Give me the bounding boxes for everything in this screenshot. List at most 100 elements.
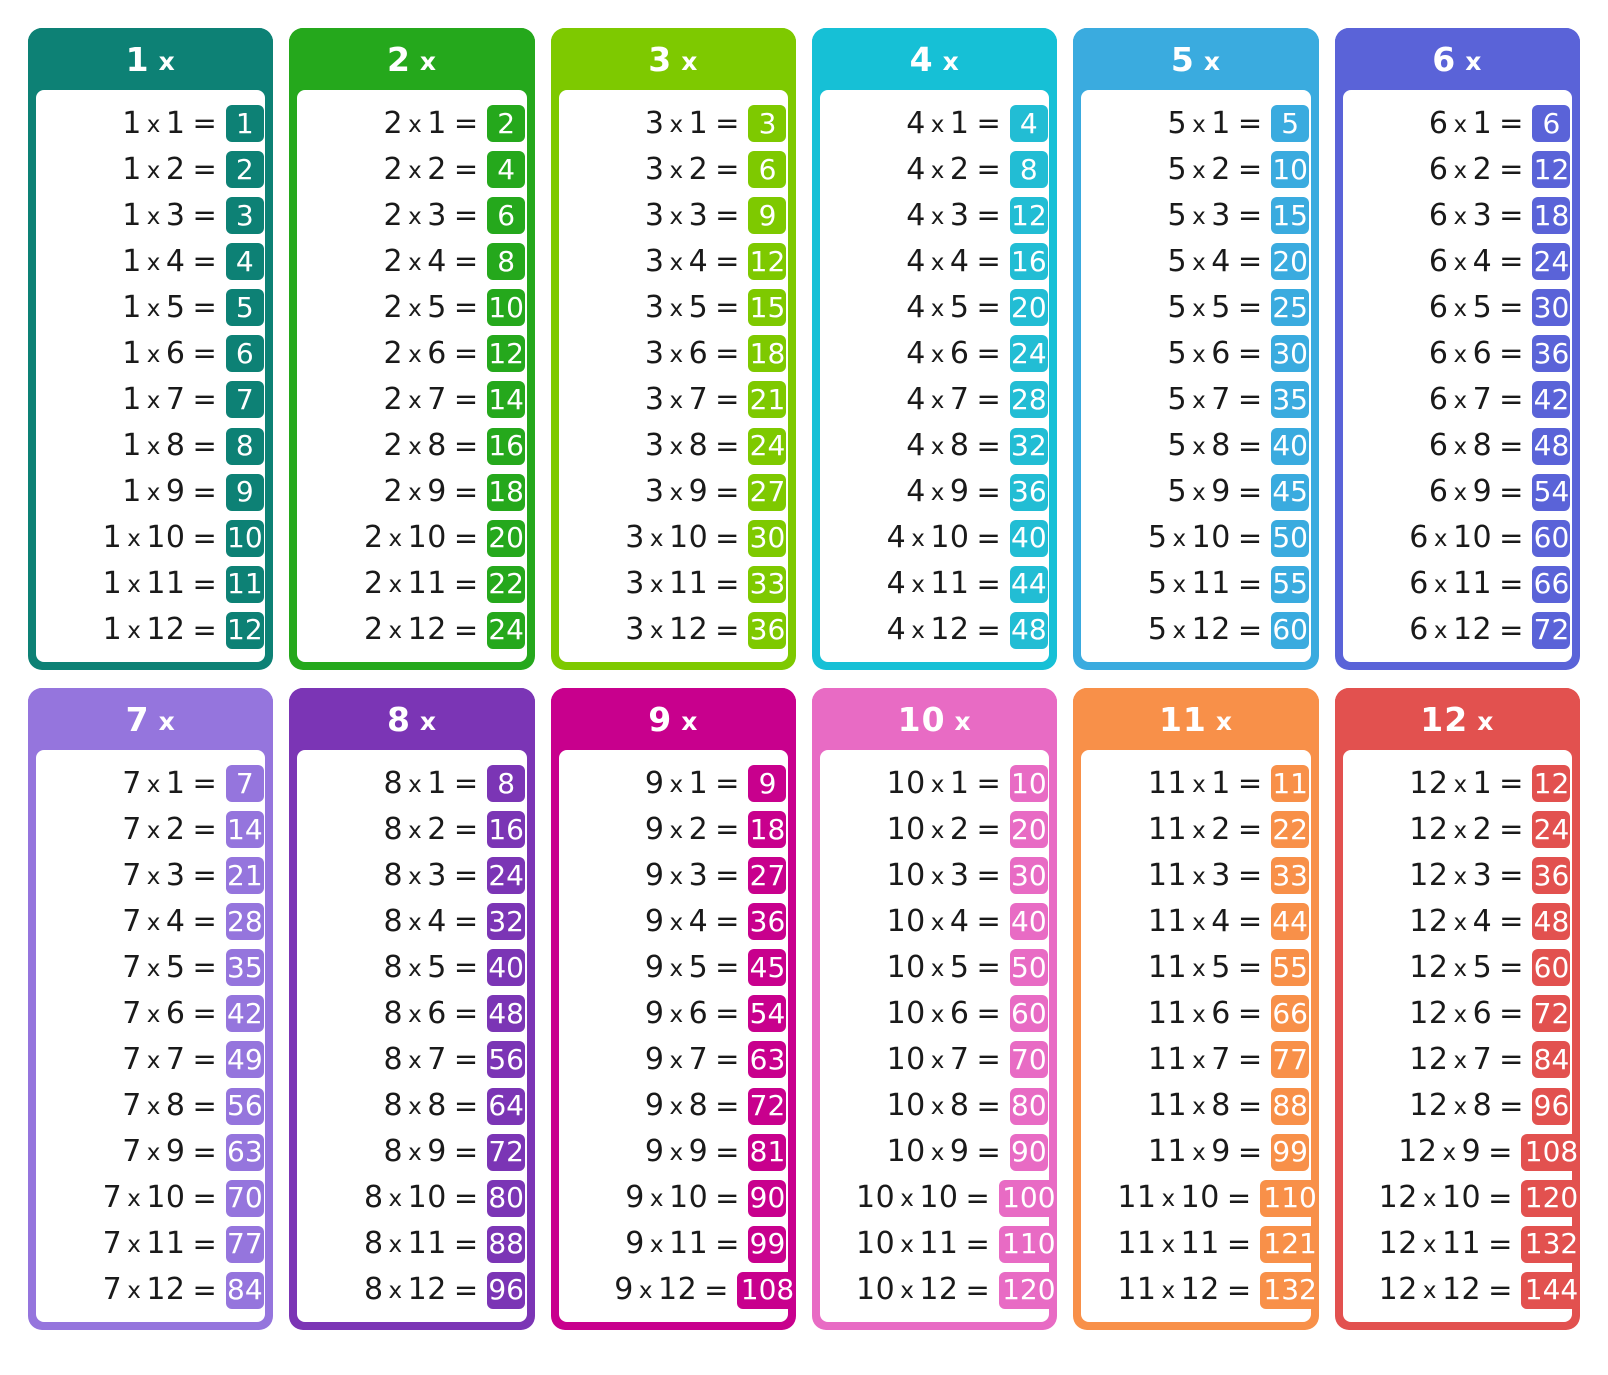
equation-row[interactable]: 6 x 4 = 24 (1343, 243, 1572, 281)
equation-row[interactable]: 11 x 10 = 110 (1081, 1179, 1319, 1217)
equation-row[interactable]: 9 x 6 = 54 (559, 995, 788, 1033)
equation-row[interactable]: 1 x 7 = 7 (36, 381, 265, 419)
equation-row[interactable]: 7 x 12 = 84 (36, 1271, 265, 1309)
equation-row[interactable]: 3 x 5 = 15 (559, 289, 788, 327)
equation-row[interactable]: 12 x 4 = 48 (1343, 903, 1572, 941)
equation-row[interactable]: 6 x 2 = 12 (1343, 151, 1572, 189)
equation-row[interactable]: 11 x 11 = 121 (1081, 1225, 1319, 1263)
equation-row[interactable]: 6 x 5 = 30 (1343, 289, 1572, 327)
equation-row[interactable]: 5 x 9 = 45 (1081, 473, 1310, 511)
equation-row[interactable]: 6 x 1 = 6 (1343, 105, 1572, 143)
equation-row[interactable]: 2 x 6 = 12 (297, 335, 526, 373)
equation-row[interactable]: 10 x 2 = 20 (820, 811, 1049, 849)
equation-row[interactable]: 2 x 10 = 20 (297, 519, 526, 557)
equation-row[interactable]: 1 x 6 = 6 (36, 335, 265, 373)
equation-row[interactable]: 10 x 12 = 120 (820, 1271, 1058, 1309)
equation-row[interactable]: 5 x 4 = 20 (1081, 243, 1310, 281)
equation-row[interactable]: 12 x 11 = 132 (1343, 1225, 1580, 1263)
equation-row[interactable]: 8 x 5 = 40 (297, 949, 526, 987)
equation-row[interactable]: 9 x 8 = 72 (559, 1087, 788, 1125)
equation-row[interactable]: 5 x 7 = 35 (1081, 381, 1310, 419)
equation-row[interactable]: 1 x 1 = 1 (36, 105, 265, 143)
table-card-2x[interactable]: 2 x 2 x 1 = 2 2 x 2 = 4 2 x 3 = 6 2 x 4 = 8 2 x 5 = 10 2 x 6 = 12 2 x 7 = 14… (289, 28, 535, 670)
equation-row[interactable]: 11 x 1 = 11 (1081, 765, 1310, 803)
equation-row[interactable]: 2 x 3 = 6 (297, 197, 526, 235)
equation-row[interactable]: 6 x 8 = 48 (1343, 427, 1572, 465)
equation-row[interactable]: 10 x 7 = 70 (820, 1041, 1049, 1079)
equation-row[interactable]: 10 x 8 = 80 (820, 1087, 1049, 1125)
equation-row[interactable]: 8 x 8 = 64 (297, 1087, 526, 1125)
equation-row[interactable]: 4 x 11 = 44 (820, 565, 1049, 603)
equation-row[interactable]: 6 x 3 = 18 (1343, 197, 1572, 235)
equation-row[interactable]: 9 x 7 = 63 (559, 1041, 788, 1079)
equation-row[interactable]: 2 x 2 = 4 (297, 151, 526, 189)
equation-row[interactable]: 8 x 6 = 48 (297, 995, 526, 1033)
equation-row[interactable]: 11 x 3 = 33 (1081, 857, 1310, 895)
equation-row[interactable]: 4 x 8 = 32 (820, 427, 1049, 465)
equation-row[interactable]: 12 x 5 = 60 (1343, 949, 1572, 987)
equation-row[interactable]: 5 x 5 = 25 (1081, 289, 1310, 327)
equation-row[interactable]: 7 x 6 = 42 (36, 995, 265, 1033)
equation-row[interactable]: 3 x 7 = 21 (559, 381, 788, 419)
equation-row[interactable]: 7 x 5 = 35 (36, 949, 265, 987)
equation-row[interactable]: 9 x 12 = 108 (559, 1271, 796, 1309)
equation-row[interactable]: 2 x 9 = 18 (297, 473, 526, 511)
equation-row[interactable]: 11 x 2 = 22 (1081, 811, 1310, 849)
equation-row[interactable]: 3 x 2 = 6 (559, 151, 788, 189)
equation-row[interactable]: 4 x 5 = 20 (820, 289, 1049, 327)
equation-row[interactable]: 4 x 12 = 48 (820, 611, 1049, 649)
table-card-6x[interactable]: 6 x 6 x 1 = 6 6 x 2 = 12 6 x 3 = 18 6 x 4 = 24 6 x 5 = 30 6 x 6 = 36 6 x 7… (1334, 28, 1580, 670)
equation-row[interactable]: 11 x 4 = 44 (1081, 903, 1310, 941)
equation-row[interactable]: 2 x 5 = 10 (297, 289, 526, 327)
equation-row[interactable]: 10 x 6 = 60 (820, 995, 1049, 1033)
table-card-12x[interactable]: 12 x 12 x 1 = 12 12 x 2 = 24 12 x 3 = 36 12 x 4 = 48 12 x 5 = 60 12… (1334, 688, 1580, 1330)
equation-row[interactable]: 3 x 8 = 24 (559, 427, 788, 465)
equation-row[interactable]: 6 x 11 = 66 (1343, 565, 1572, 603)
equation-row[interactable]: 9 x 1 = 9 (559, 765, 788, 803)
equation-row[interactable]: 5 x 3 = 15 (1081, 197, 1310, 235)
equation-row[interactable]: 10 x 3 = 30 (820, 857, 1049, 895)
equation-row[interactable]: 3 x 4 = 12 (559, 243, 788, 281)
equation-row[interactable]: 8 x 7 = 56 (297, 1041, 526, 1079)
equation-row[interactable]: 2 x 12 = 24 (297, 611, 526, 649)
equation-row[interactable]: 5 x 12 = 60 (1081, 611, 1310, 649)
equation-row[interactable]: 10 x 10 = 100 (820, 1179, 1058, 1217)
equation-row[interactable]: 11 x 9 = 99 (1081, 1133, 1310, 1171)
equation-row[interactable]: 10 x 5 = 50 (820, 949, 1049, 987)
equation-row[interactable]: 9 x 11 = 99 (559, 1225, 788, 1263)
equation-row[interactable]: 5 x 10 = 50 (1081, 519, 1310, 557)
equation-row[interactable]: 5 x 8 = 40 (1081, 427, 1310, 465)
table-card-10x[interactable]: 10 x 10 x 1 = 10 10 x 2 = 20 10 x 3 = 30 10 x 4 = 40 10 x 5 = 50 10… (811, 688, 1058, 1330)
equation-row[interactable]: 6 x 7 = 42 (1343, 381, 1572, 419)
equation-row[interactable]: 1 x 3 = 3 (36, 197, 265, 235)
equation-row[interactable]: 10 x 1 = 10 (820, 765, 1049, 803)
equation-row[interactable]: 1 x 11 = 11 (36, 565, 265, 603)
equation-row[interactable]: 12 x 8 = 96 (1343, 1087, 1572, 1125)
equation-row[interactable]: 1 x 5 = 5 (36, 289, 265, 327)
equation-row[interactable]: 4 x 6 = 24 (820, 335, 1049, 373)
equation-row[interactable]: 5 x 11 = 55 (1081, 565, 1310, 603)
table-card-4x[interactable]: 4 x 4 x 1 = 4 4 x 2 = 8 4 x 3 = 12 4 x 4 = 16 4 x 5 = 20 4 x 6 = 24 4 x 7 =… (811, 28, 1058, 670)
equation-row[interactable]: 8 x 11 = 88 (297, 1225, 526, 1263)
equation-row[interactable]: 12 x 3 = 36 (1343, 857, 1572, 895)
equation-row[interactable]: 7 x 10 = 70 (36, 1179, 265, 1217)
equation-row[interactable]: 4 x 3 = 12 (820, 197, 1049, 235)
table-card-7x[interactable]: 7 x 7 x 1 = 7 7 x 2 = 14 7 x 3 = 21 7 x 4 = 28 7 x 5 = 35 7 x 6 = 42 7 x 7… (28, 688, 274, 1330)
equation-row[interactable]: 9 x 3 = 27 (559, 857, 788, 895)
equation-row[interactable]: 12 x 10 = 120 (1343, 1179, 1580, 1217)
equation-row[interactable]: 2 x 11 = 22 (297, 565, 526, 603)
table-card-5x[interactable]: 5 x 5 x 1 = 5 5 x 2 = 10 5 x 3 = 15 5 x 4 = 20 5 x 5 = 25 5 x 6 = 30 5 x 7… (1073, 28, 1319, 670)
equation-row[interactable]: 10 x 11 = 110 (820, 1225, 1058, 1263)
equation-row[interactable]: 4 x 2 = 8 (820, 151, 1049, 189)
table-card-3x[interactable]: 3 x 3 x 1 = 3 3 x 2 = 6 3 x 3 = 9 3 x 4 = 12 3 x 5 = 15 3 x 6 = 18 3 x 7 = 2… (550, 28, 796, 670)
equation-row[interactable]: 6 x 9 = 54 (1343, 473, 1572, 511)
equation-row[interactable]: 3 x 1 = 3 (559, 105, 788, 143)
equation-row[interactable]: 1 x 10 = 10 (36, 519, 265, 557)
equation-row[interactable]: 8 x 2 = 16 (297, 811, 526, 849)
equation-row[interactable]: 9 x 2 = 18 (559, 811, 788, 849)
equation-row[interactable]: 1 x 2 = 2 (36, 151, 265, 189)
equation-row[interactable]: 2 x 4 = 8 (297, 243, 526, 281)
equation-row[interactable]: 11 x 8 = 88 (1081, 1087, 1310, 1125)
equation-row[interactable]: 7 x 8 = 56 (36, 1087, 265, 1125)
equation-row[interactable]: 10 x 4 = 40 (820, 903, 1049, 941)
